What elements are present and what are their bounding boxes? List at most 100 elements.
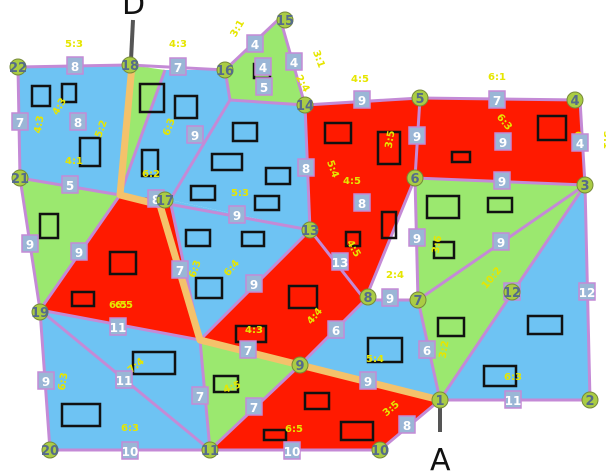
edge-weight: 9: [228, 205, 246, 224]
svg-text:13: 13: [332, 256, 349, 270]
vertex-2: 2: [581, 391, 599, 409]
edge-weight: 9: [37, 371, 55, 390]
svg-text:4: 4: [259, 61, 267, 75]
ratio-label: 3:1: [229, 18, 248, 39]
ratio-label: 3:1: [601, 131, 606, 149]
svg-text:9: 9: [250, 278, 258, 292]
svg-text:9: 9: [499, 136, 507, 150]
edge-weight: 9: [359, 371, 377, 390]
vertex-4: 4: [566, 91, 584, 109]
edge-weight: 8: [297, 158, 315, 177]
edge-weights: 8744597478989959899979139996121211611977…: [11, 34, 596, 460]
vertex-18: 18: [121, 56, 139, 74]
edge-weight: 9: [245, 274, 263, 293]
svg-text:7: 7: [196, 390, 204, 404]
ratio-label: 6:3: [504, 372, 522, 383]
svg-text:7: 7: [493, 94, 501, 108]
svg-text:18: 18: [121, 59, 139, 74]
svg-text:4: 4: [576, 137, 584, 151]
vertex-8: 8: [359, 288, 377, 306]
ratio-label: 6:3: [121, 423, 139, 434]
vertex-14: 14: [296, 96, 314, 114]
edge-weight: 6: [418, 340, 436, 359]
edge-weight: 11: [504, 390, 522, 409]
svg-text:1: 1: [435, 394, 444, 409]
ratio-label: 6:2: [142, 169, 160, 180]
vertex-5: 5: [411, 89, 429, 107]
svg-text:8: 8: [403, 419, 411, 433]
ratio-label: 3:1: [310, 49, 326, 70]
region-green: [20, 178, 120, 310]
vertex-19: 19: [31, 303, 49, 321]
vertex-17: 17: [156, 191, 174, 209]
svg-text:2: 2: [585, 394, 594, 409]
vertex-13: 13: [301, 221, 319, 239]
svg-text:11: 11: [116, 374, 133, 388]
vertex-1: 1: [431, 391, 449, 409]
vertex-3: 3: [576, 176, 594, 194]
svg-text:11: 11: [505, 394, 522, 408]
svg-text:9: 9: [233, 209, 241, 223]
svg-text:8: 8: [74, 116, 82, 130]
region-blue: [170, 100, 310, 230]
svg-text:7: 7: [250, 401, 258, 415]
ratio-label: 4:3: [245, 325, 263, 336]
svg-text:7: 7: [413, 294, 422, 309]
svg-text:11: 11: [110, 321, 127, 335]
svg-text:4: 4: [290, 56, 298, 70]
ratio-label: 4:3: [33, 115, 47, 135]
ratio-label: 2:4: [386, 270, 404, 281]
svg-text:5: 5: [66, 179, 74, 193]
end-stub: [129, 19, 135, 61]
region-green: [415, 178, 585, 400]
edge-weight: 11: [109, 317, 127, 336]
edge-weight: 5: [255, 77, 273, 96]
edge-weight: 8: [353, 193, 371, 212]
vertex-22: 22: [9, 58, 27, 76]
edge-weight: 4: [246, 34, 264, 53]
svg-text:14: 14: [296, 99, 314, 114]
ratio-label: 6:3: [57, 372, 71, 392]
ratio-label: 5:3: [65, 39, 83, 50]
svg-text:12: 12: [503, 286, 521, 301]
svg-text:9: 9: [75, 246, 83, 260]
region-blue: [300, 300, 440, 400]
svg-text:4: 4: [251, 38, 259, 52]
ratio-label: 3:6: [431, 235, 445, 255]
svg-text:4: 4: [570, 94, 579, 109]
ratio-label: 5:3: [231, 188, 249, 199]
svg-text:6: 6: [410, 172, 419, 187]
svg-text:10: 10: [284, 445, 301, 459]
vertex-20: 20: [41, 441, 59, 459]
vertex-21: 21: [11, 169, 29, 187]
vertex-9: 9: [291, 356, 309, 374]
svg-text:13: 13: [301, 224, 319, 239]
svg-text:6: 6: [332, 324, 340, 338]
vertex-10: 10: [371, 441, 389, 459]
region-green: [200, 340, 300, 450]
svg-text:5: 5: [260, 81, 268, 95]
ratio-label: 6:5: [285, 424, 303, 435]
svg-text:9: 9: [413, 130, 421, 144]
edge-weight: 9: [408, 126, 426, 145]
edge-weight: 10: [283, 441, 301, 460]
svg-text:3: 3: [580, 179, 589, 194]
ratio-label: 6:1: [488, 72, 506, 83]
ratio-label: 6:5: [115, 300, 133, 311]
ratio-label: 4:5: [351, 74, 369, 85]
edge-weight: 9: [381, 288, 399, 307]
edge-weight: 5: [61, 175, 79, 194]
edge-weight: 8: [398, 415, 416, 434]
edge-weight: 9: [408, 228, 426, 247]
svg-text:7: 7: [176, 264, 184, 278]
svg-text:7: 7: [174, 61, 182, 75]
svg-text:22: 22: [9, 61, 27, 76]
svg-text:20: 20: [41, 444, 59, 459]
region-blue: [170, 200, 310, 340]
edge-weight: 9: [492, 232, 510, 251]
svg-text:11: 11: [201, 444, 219, 459]
ratio-label: 6:5: [109, 300, 127, 311]
edge-weight: 9: [493, 171, 511, 190]
